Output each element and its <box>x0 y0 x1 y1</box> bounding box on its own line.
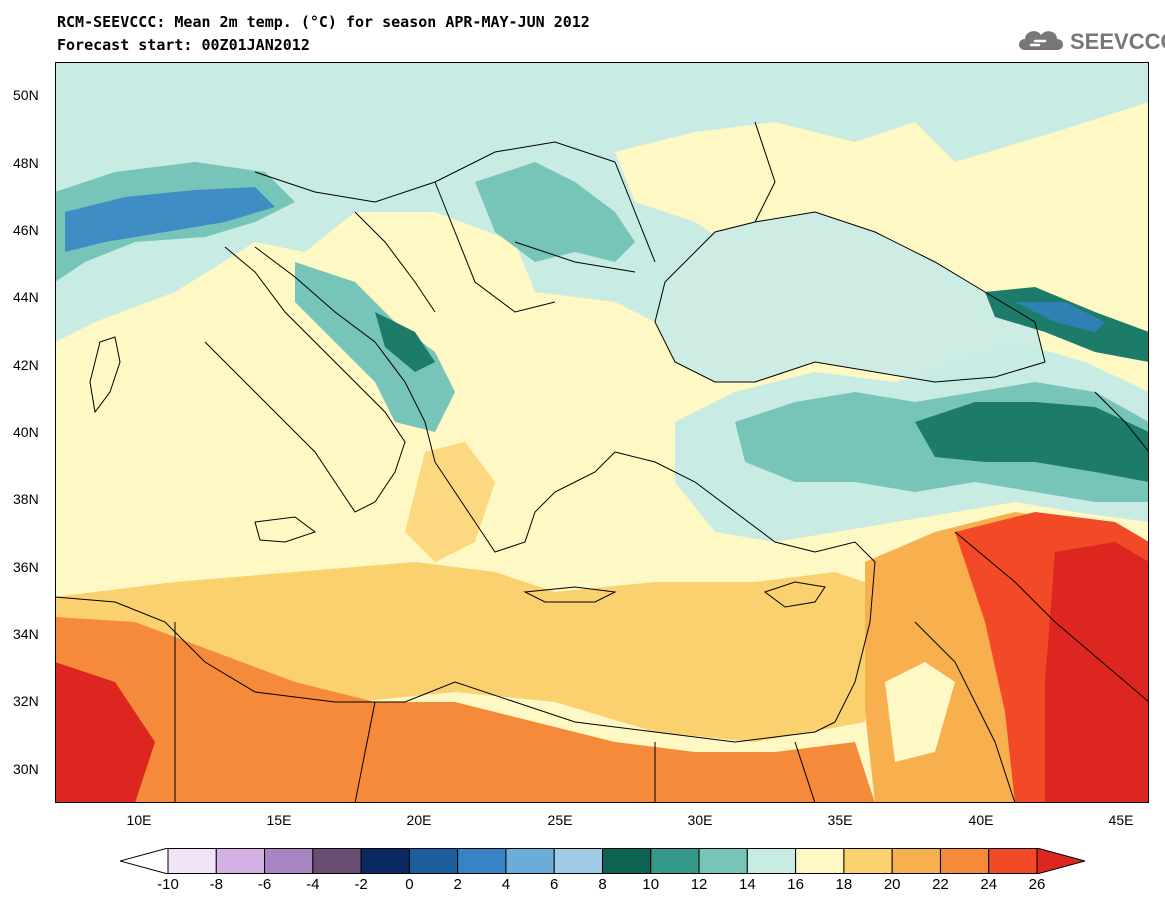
lon-label-45e: 45E <box>1108 812 1134 828</box>
lon-label-10e: 10E <box>126 812 152 828</box>
lon-label-25e: 25E <box>547 812 573 828</box>
lat-label-42n: 42N <box>13 357 39 373</box>
cloud-icon <box>1019 31 1063 50</box>
colorbar-min-triangle <box>118 847 169 875</box>
colorbar-swatch <box>264 848 314 874</box>
colorbar-swatch <box>167 848 217 874</box>
map-border <box>55 62 1149 803</box>
logo-text: SEEVCCC <box>1070 29 1165 54</box>
lat-label-32n: 32N <box>13 693 39 709</box>
colorbar-swatch <box>312 848 362 874</box>
lat-label-30n: 30N <box>13 761 39 777</box>
caucasus-blue <box>1015 302 1105 332</box>
colorbar-tick-label: 22 <box>932 876 949 893</box>
colorbar-tick-label: 26 <box>1028 876 1046 893</box>
colorbar-tick-label: -2 <box>354 876 368 893</box>
colorbar <box>118 847 1087 875</box>
lat-label-48n: 48N <box>13 155 39 171</box>
colorbar-swatch <box>602 848 652 874</box>
balkan-cold <box>375 312 435 372</box>
colorbar-swatch <box>843 848 893 874</box>
colorbar-swatch <box>795 848 845 874</box>
north-africa-hot <box>55 617 875 803</box>
colorbar-tick-label: 20 <box>883 876 901 893</box>
jordan-cool-patch <box>885 662 955 762</box>
libya-very-hot <box>55 662 155 803</box>
colorbar-swatch <box>215 848 266 874</box>
lat-label-34n: 34N <box>13 626 39 642</box>
colorbar-swatch <box>505 848 555 874</box>
colorbar-swatch <box>891 848 941 874</box>
lon-label-30e: 30E <box>687 812 713 828</box>
colorbar-tick-label: 14 <box>738 876 756 893</box>
colorbar-tick-label: 16 <box>787 876 804 893</box>
lon-label-20e: 20E <box>406 812 432 828</box>
lat-label-40n: 40N <box>13 424 39 440</box>
colorbar-tick-label: -10 <box>157 876 179 893</box>
lat-label-36n: 36N <box>13 559 39 575</box>
colorbar-swatch <box>360 848 410 874</box>
lat-label-46n: 46N <box>13 222 39 238</box>
colorbar-swatch <box>650 848 700 874</box>
alps-colder <box>65 187 275 252</box>
forecast-start-label: Forecast start: 00Z01JAN2012 <box>57 36 310 54</box>
colorbar-tick-label: 12 <box>690 876 708 893</box>
anatolia-dark <box>915 402 1149 482</box>
colorbar-tick-label: -8 <box>209 876 223 893</box>
colorbar-max-triangle <box>1036 847 1087 875</box>
ionian-light <box>405 442 495 562</box>
colorbar-swatch <box>698 848 748 874</box>
temperature-map <box>55 62 1149 803</box>
lat-label-38n: 38N <box>13 491 39 507</box>
colorbar-tick-label: 18 <box>835 876 853 893</box>
mideast-very-hot <box>1045 542 1149 803</box>
colorbar-tick-label: 8 <box>598 876 607 893</box>
colorbar-swatch <box>939 848 990 874</box>
balkan-cool <box>295 262 455 432</box>
lat-label-50n: 50N <box>13 87 39 103</box>
colorbar-swatch <box>408 848 459 874</box>
map-title: RCM-SEEVCCC: Mean 2m temp. (°C) for seas… <box>57 13 590 31</box>
black-sea <box>655 212 1045 382</box>
lat-label-44n: 44N <box>13 289 39 305</box>
coastlines <box>55 121 1149 803</box>
colorbar-tick-label: 10 <box>642 876 660 893</box>
colorbar-tick-label: -4 <box>306 876 320 893</box>
carpathian-cool <box>475 162 635 262</box>
colorbar-tick-label: 6 <box>550 876 559 893</box>
colorbar-tick-label: 0 <box>405 876 414 893</box>
seevccc-logo: SEEVCCC <box>1015 24 1165 54</box>
colorbar-tick-label: 24 <box>980 876 998 893</box>
lon-label-15e: 15E <box>266 812 292 828</box>
colorbar-tick-label: 4 <box>501 876 511 893</box>
colorbar-tick-label: 2 <box>453 876 462 893</box>
colorbar-swatch <box>988 848 1038 874</box>
med-warm <box>55 562 865 742</box>
colorbar-tick-label: -6 <box>257 876 272 893</box>
lon-label-35e: 35E <box>827 812 853 828</box>
colorbar-swatch <box>553 848 604 874</box>
colorbar-swatch <box>457 848 507 874</box>
colorbar-swatch <box>746 848 797 874</box>
lon-label-40e: 40E <box>968 812 994 828</box>
